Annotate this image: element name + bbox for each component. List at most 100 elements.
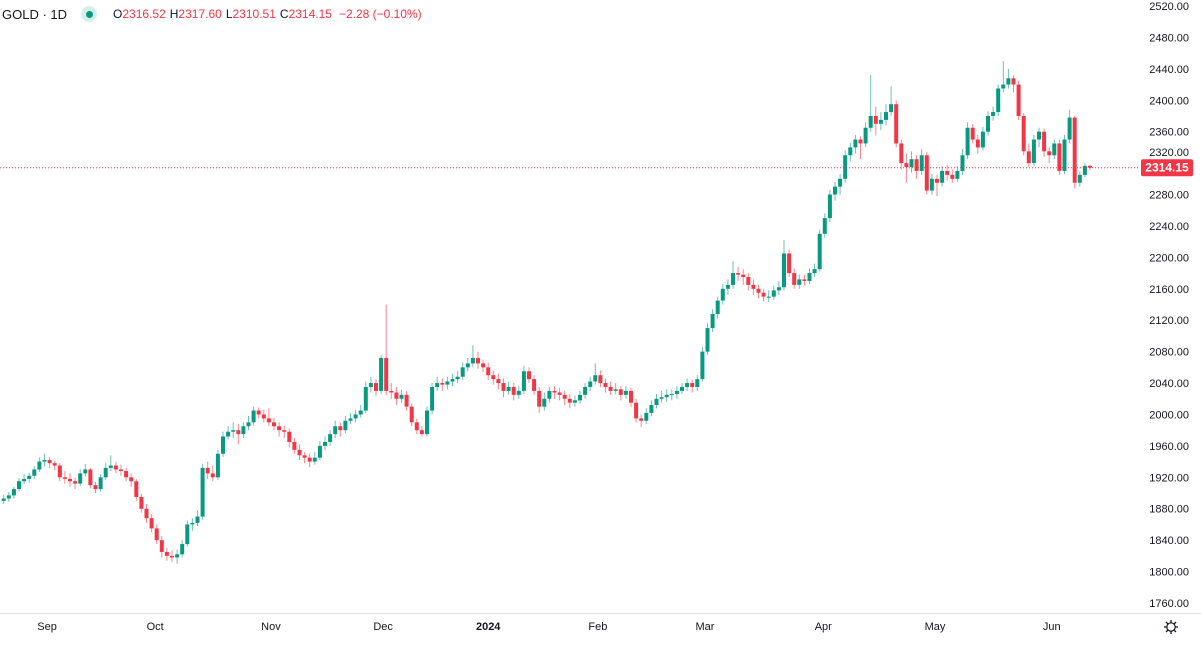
candle-body — [945, 170, 950, 175]
candle — [736, 266, 741, 281]
candle-body — [139, 496, 144, 509]
time-tick-label: Oct — [147, 621, 164, 633]
candle — [1006, 68, 1011, 89]
candle — [746, 273, 751, 291]
candle-body — [435, 383, 440, 387]
candle — [710, 309, 715, 332]
candle — [991, 106, 996, 121]
candle — [282, 425, 287, 439]
candle-body — [986, 115, 990, 132]
price-axis[interactable]: 1760.00 1800.00 1840.00 1880.00 1920.00 1960.… — [1149, 1, 1189, 610]
candle — [1026, 143, 1031, 168]
candle — [399, 389, 404, 403]
candle — [312, 452, 317, 465]
candle — [11, 486, 16, 499]
candle — [266, 408, 271, 427]
candle — [578, 390, 582, 404]
candle-body — [1037, 131, 1041, 140]
candle — [159, 536, 164, 558]
candle — [175, 549, 180, 564]
candle-body — [955, 170, 960, 179]
candle — [634, 398, 639, 423]
candle-body — [170, 555, 174, 558]
candle — [317, 441, 322, 461]
candle-body — [338, 426, 343, 431]
candle — [496, 373, 501, 390]
candle-body — [924, 155, 929, 191]
candle — [27, 472, 32, 483]
candle — [445, 376, 450, 390]
candle — [205, 461, 210, 479]
candle — [108, 455, 113, 472]
candle — [776, 280, 781, 296]
price-tick-label: 2400.00 — [1149, 95, 1189, 107]
candle — [450, 373, 455, 387]
candle — [1077, 170, 1082, 187]
candle-body — [414, 422, 419, 431]
time-axis[interactable]: Sep Oct Nov Dec 2024 Feb Mar Apr May Jun — [37, 621, 1060, 633]
candle-body — [185, 524, 190, 545]
candle-body — [470, 357, 475, 364]
candle — [1, 494, 6, 505]
candle — [414, 418, 419, 435]
candle-body — [822, 218, 827, 234]
candle — [180, 540, 185, 558]
candle — [598, 370, 603, 387]
candle-body — [1062, 139, 1067, 171]
candle — [170, 550, 174, 563]
time-tick-label: Dec — [373, 621, 393, 633]
candle — [878, 112, 883, 131]
low-value: 2310.51 — [232, 7, 276, 21]
candle-body — [649, 405, 654, 413]
candle-body — [190, 522, 195, 525]
candle — [562, 390, 567, 406]
candle-body — [302, 455, 307, 458]
candle — [1047, 147, 1052, 164]
candle — [659, 390, 664, 403]
candle — [389, 383, 394, 399]
candle — [236, 423, 241, 445]
candle-body — [792, 273, 797, 285]
candle-body — [348, 418, 353, 421]
candle — [435, 376, 440, 391]
candle-body — [878, 119, 883, 124]
candle — [817, 229, 822, 272]
candle — [241, 422, 246, 439]
candle — [328, 430, 333, 446]
candle — [409, 403, 414, 427]
price-tick-label: 1880.00 — [1149, 504, 1189, 516]
gear-icon[interactable] — [1163, 619, 1179, 635]
candle — [425, 406, 429, 437]
candle-body — [1047, 151, 1052, 156]
candle — [914, 155, 919, 179]
candle-body — [32, 469, 37, 476]
candle — [103, 463, 108, 480]
symbol-title[interactable]: GOLD · 1D — [2, 6, 68, 22]
candle — [527, 367, 531, 384]
candle-body — [527, 371, 531, 380]
open-value: 2316.52 — [122, 7, 166, 21]
candle-body — [154, 528, 159, 541]
candle — [297, 444, 302, 461]
candle-body — [710, 313, 715, 329]
candle — [374, 379, 378, 396]
candle — [1072, 115, 1077, 189]
candle-body — [511, 386, 516, 395]
candle-body — [1082, 165, 1087, 175]
candle — [690, 379, 695, 393]
candle-body — [363, 386, 368, 411]
candle-body — [552, 390, 557, 393]
candle — [307, 453, 312, 468]
candle-body — [644, 412, 649, 421]
candle-body — [486, 367, 491, 376]
candle — [853, 134, 858, 154]
candle — [73, 477, 78, 490]
candle-body — [853, 139, 858, 148]
candle-body — [384, 357, 389, 391]
candle — [1057, 139, 1062, 175]
candle-body — [746, 277, 751, 285]
candle — [557, 387, 562, 401]
candle — [251, 406, 256, 426]
candle — [52, 460, 57, 471]
